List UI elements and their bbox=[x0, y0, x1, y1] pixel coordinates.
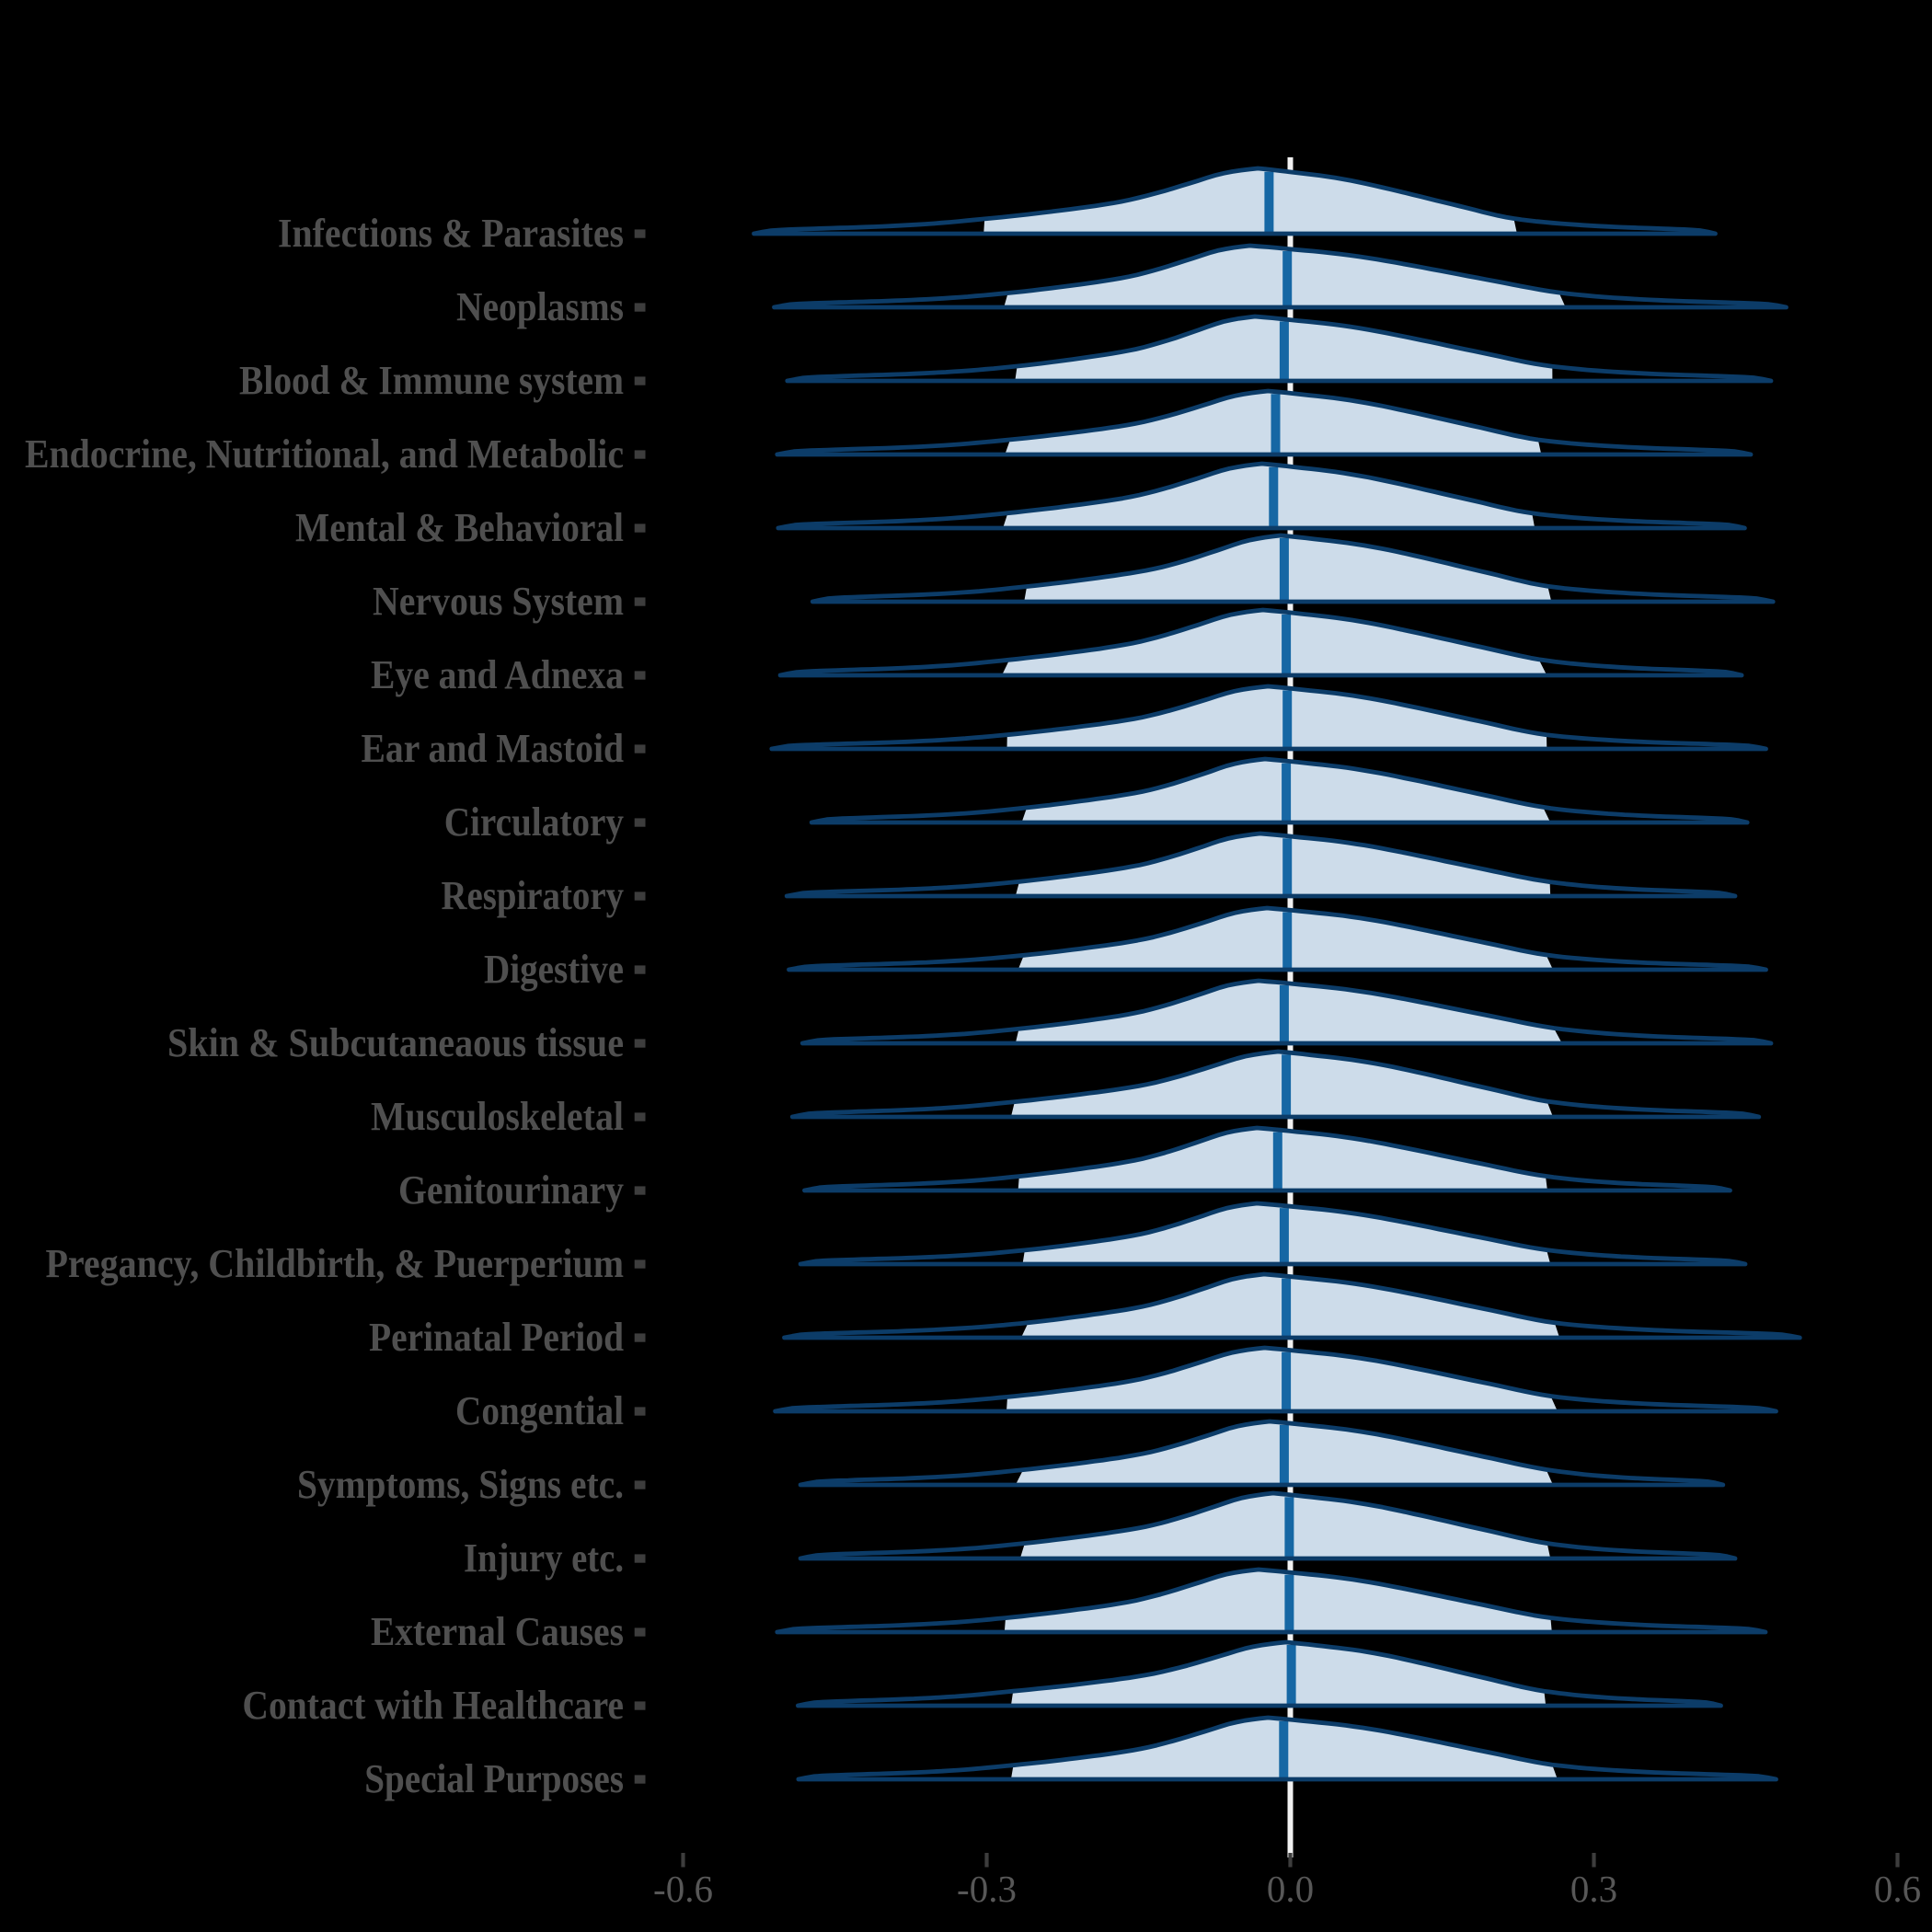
svg-text:-0.3: -0.3 bbox=[957, 1868, 1017, 1910]
svg-text:Genitourinary: Genitourinary bbox=[398, 1167, 624, 1213]
svg-text:Ear and Mastoid: Ear and Mastoid bbox=[362, 726, 625, 771]
svg-text:External Causes: External Causes bbox=[371, 1609, 624, 1654]
svg-text:Digestive: Digestive bbox=[484, 947, 624, 992]
svg-text:-0.6: -0.6 bbox=[653, 1868, 713, 1910]
svg-text:Musculoskeletal: Musculoskeletal bbox=[371, 1094, 624, 1139]
svg-text:Pregancy, Childbirth, & Puerpe: Pregancy, Childbirth, & Puerperium bbox=[46, 1241, 625, 1286]
svg-text:Skin & Subcutaneaous tissue: Skin & Subcutaneaous tissue bbox=[167, 1020, 624, 1065]
svg-text:Eye and Adnexa: Eye and Adnexa bbox=[371, 652, 624, 697]
svg-text:Congential: Congential bbox=[455, 1388, 624, 1433]
svg-text:Neoplasms: Neoplasms bbox=[456, 284, 624, 329]
svg-text:Endocrine, Nutritional, and Me: Endocrine, Nutritional, and Metabolic bbox=[25, 431, 624, 477]
svg-text:Injury etc.: Injury etc. bbox=[464, 1535, 624, 1581]
svg-text:0.6: 0.6 bbox=[1874, 1868, 1921, 1910]
svg-text:Symptoms, Signs etc.: Symptoms, Signs etc. bbox=[297, 1462, 624, 1507]
svg-text:Nervous System: Nervous System bbox=[373, 579, 624, 624]
svg-text:Perinatal Period: Perinatal Period bbox=[369, 1315, 624, 1360]
svg-text:Contact with Healthcare: Contact with Healthcare bbox=[242, 1683, 624, 1728]
svg-text:Blood & Immune system: Blood & Immune system bbox=[239, 358, 624, 403]
svg-text:Infections & Parasites: Infections & Parasites bbox=[278, 211, 624, 256]
svg-text:0.0: 0.0 bbox=[1267, 1868, 1314, 1910]
svg-text:0.3: 0.3 bbox=[1570, 1868, 1617, 1910]
svg-text:Mental & Behavioral: Mental & Behavioral bbox=[295, 505, 624, 550]
svg-text:Special Purposes: Special Purposes bbox=[364, 1756, 624, 1801]
svg-text:Respiratory: Respiratory bbox=[442, 873, 625, 918]
svg-text:Circulatory: Circulatory bbox=[444, 799, 624, 845]
